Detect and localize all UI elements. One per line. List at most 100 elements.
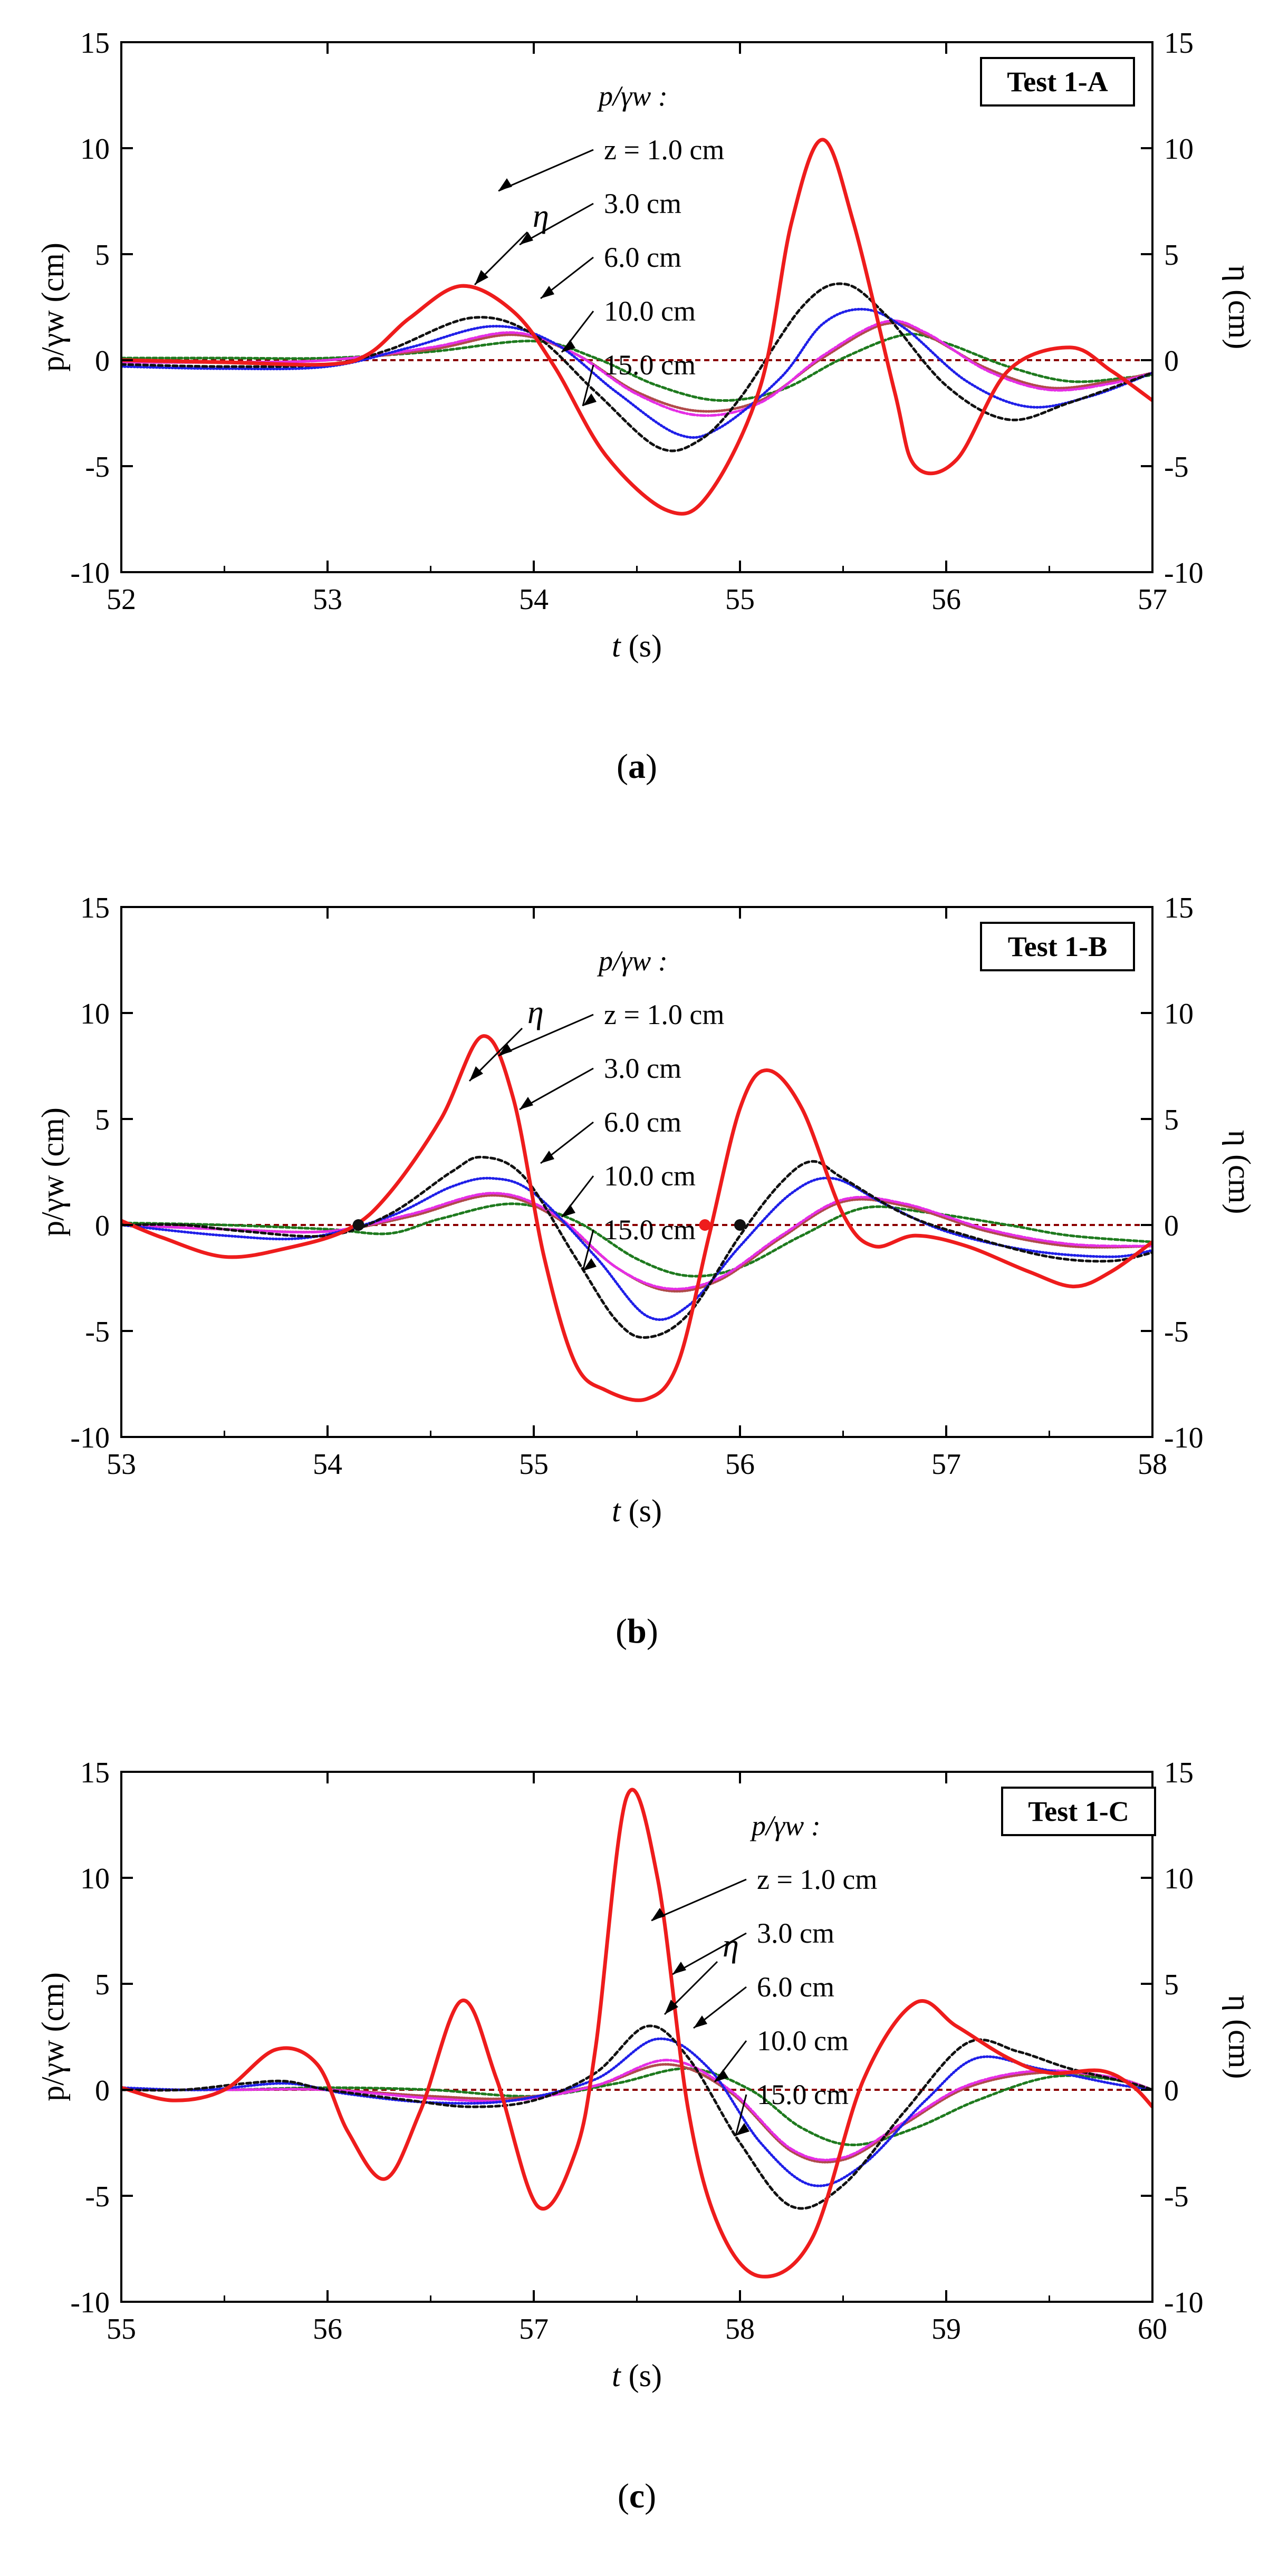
x-tick-label: 54 [519, 583, 549, 616]
y-tick-label-left: -5 [85, 1316, 110, 1348]
y-tick-label-right: -10 [1164, 557, 1204, 590]
legend-arrowhead [651, 1908, 665, 1921]
eta-arrowhead [665, 2000, 678, 2014]
y-tick-label-left: -10 [70, 2286, 110, 2319]
legend-entry-1: 3.0 cm [604, 188, 681, 219]
legend-arrowhead [541, 286, 554, 298]
x-tick-label: 58 [725, 2313, 755, 2346]
y-tick-label-right: -10 [1164, 1422, 1204, 1454]
y-tick-label-right: 0 [1164, 345, 1179, 378]
legend-arrowhead [583, 393, 597, 406]
legend-arrowhead [562, 340, 575, 352]
y-tick-label-left: 0 [95, 2075, 110, 2107]
legend-entry-2: 6.0 cm [757, 1971, 834, 2003]
legend-arrow [498, 1014, 594, 1057]
legend-arrowhead [715, 2069, 728, 2082]
x-tick-label: 53 [107, 1448, 136, 1481]
x-tick-label: 57 [1138, 583, 1167, 616]
series-group [121, 1034, 1152, 1402]
y-tick-label-right: -10 [1164, 2286, 1204, 2319]
legend-arrowhead [541, 1151, 554, 1163]
x-axis-label: t (s) [612, 629, 662, 663]
eta-arrowhead [469, 1066, 483, 1081]
legend-entry-0: z = 1.0 cm [757, 1864, 877, 1895]
y-tick-label-left: 0 [95, 1210, 110, 1242]
legend-entry-4: 15.0 cm [604, 1214, 696, 1246]
y-tick-label-left: 10 [80, 1863, 110, 1895]
y-tick-label-left: -5 [85, 451, 110, 484]
y-axis-label-left: p/γw (cm) [35, 243, 70, 372]
eta-arrowhead [475, 270, 488, 285]
legend-arrowhead [736, 2123, 749, 2136]
y-axis-label-right: η (cm) [1222, 1130, 1257, 1214]
y-tick-label-right: 0 [1164, 1210, 1179, 1242]
y-tick-label-left: -10 [70, 1422, 110, 1454]
series-line-eta [121, 1788, 1152, 2279]
zero-crossing-marker [699, 1219, 711, 1231]
y-tick-label-right: 5 [1164, 1969, 1179, 2001]
y-tick-label-left: 0 [95, 345, 110, 378]
y-tick-label-right: -5 [1164, 2181, 1189, 2213]
zero-crossing-marker [352, 1219, 364, 1231]
y-tick-label-right: 0 [1164, 2075, 1179, 2107]
x-tick-label: 52 [107, 583, 136, 616]
legend-arrow [651, 1878, 747, 1922]
y-tick-label-right: -5 [1164, 451, 1189, 484]
legend-entry-2: 6.0 cm [604, 242, 681, 273]
legend-header: p/γw : [597, 80, 668, 112]
y-tick-label-right: 5 [1164, 1104, 1179, 1136]
x-tick-label: 55 [519, 1448, 549, 1481]
y-tick-label-left: 15 [80, 892, 110, 924]
panel-caption: (c) [618, 2477, 656, 2515]
y-tick-label-right: 15 [1164, 27, 1194, 60]
x-tick-label: 56 [931, 583, 961, 616]
legend-entry-2: 6.0 cm [604, 1106, 681, 1138]
y-tick-label-left: -10 [70, 557, 110, 590]
legend-arrow [519, 202, 594, 246]
test-label-box [980, 57, 1135, 107]
y-axis-label-right: η (cm) [1222, 265, 1257, 350]
x-tick-label: 60 [1138, 2313, 1167, 2346]
y-axis-label-left: p/γw (cm) [35, 1107, 70, 1237]
x-tick-label: 55 [725, 583, 755, 616]
y-tick-label-left: 15 [80, 1757, 110, 1789]
x-tick-label: 59 [931, 2313, 961, 2346]
x-axis-label: t (s) [612, 1493, 662, 1528]
series-line-z6 [121, 2059, 1152, 2162]
legend-arrow [519, 1067, 594, 1111]
legend-arrowhead [498, 178, 512, 191]
series-line-z6 [121, 319, 1152, 417]
zero-crossing-marker [734, 1219, 746, 1231]
x-axis-label: t (s) [612, 2358, 662, 2393]
x-tick-label: 53 [313, 583, 342, 616]
legend-arrowhead [520, 232, 533, 245]
legend-entry-4: 15.0 cm [757, 2079, 849, 2110]
test-label-box [980, 922, 1135, 971]
y-tick-label-right: 15 [1164, 1757, 1194, 1789]
y-tick-label-left: 5 [95, 1969, 110, 2001]
y-tick-label-left: 5 [95, 1104, 110, 1136]
legend-entry-1: 3.0 cm [604, 1053, 681, 1084]
series-line-eta [121, 1034, 1152, 1402]
legend-arrow [582, 364, 594, 407]
plot-frame [120, 1771, 1153, 2303]
y-tick-label-right: 10 [1164, 1863, 1194, 1895]
legend-arrowhead [498, 1043, 512, 1056]
legend-entry-1: 3.0 cm [757, 1917, 834, 1949]
legend-arrowhead [583, 1258, 597, 1271]
legend-arrowhead [672, 1962, 686, 1974]
y-tick-label-right: 10 [1164, 133, 1194, 166]
legend-entry-0: z = 1.0 cm [604, 999, 724, 1030]
legend-entry-3: 10.0 cm [604, 295, 696, 327]
legend-entry-4: 15.0 cm [604, 349, 696, 381]
series-line-z3 [121, 2037, 1152, 2187]
legend-arrow [498, 149, 594, 192]
legend-arrowhead [694, 2015, 707, 2028]
y-tick-label-right: 5 [1164, 239, 1179, 272]
y-tick-label-left: 15 [80, 27, 110, 60]
y-tick-label-right: 15 [1164, 892, 1194, 924]
panel-caption: (b) [616, 1612, 658, 1651]
legend-arrowhead [562, 1204, 575, 1217]
